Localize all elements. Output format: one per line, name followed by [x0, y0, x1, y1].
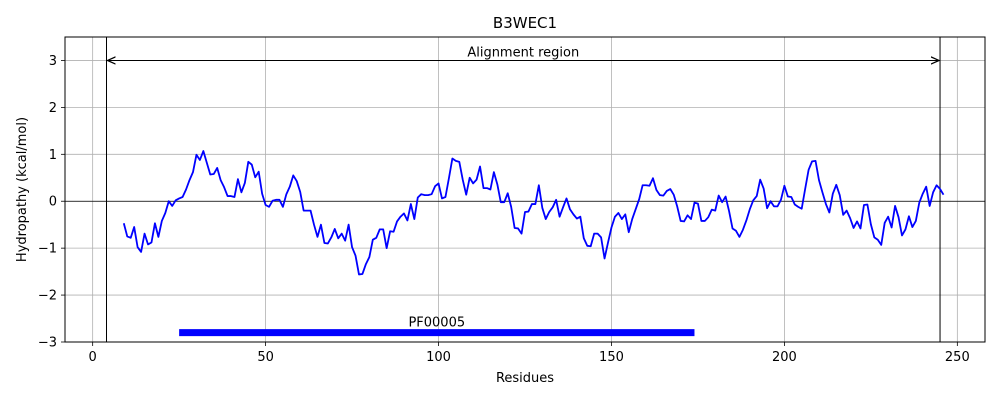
- series-layer: [122, 150, 945, 276]
- x-tick-label: 250: [945, 350, 970, 365]
- x-tick-label: 50: [257, 350, 274, 365]
- annotations: [108, 60, 940, 337]
- plot-frame: [64, 36, 986, 343]
- y-tick-label: −1: [38, 242, 57, 257]
- x-tick-label: 200: [772, 350, 797, 365]
- y-tick-label: −3: [38, 336, 57, 351]
- x-tick-label: 100: [426, 350, 451, 365]
- domain-label: PF00005: [408, 316, 465, 331]
- grid: [65, 37, 985, 343]
- y-axis-label: Hydropathy (kcal/mol): [15, 117, 30, 262]
- y-tick-label: 2: [49, 101, 57, 116]
- hydropathy-line: [122, 150, 945, 276]
- x-tick-label: 0: [89, 350, 97, 365]
- chart-title: B3WEC1: [493, 14, 557, 32]
- alignment-region-label: Alignment region: [467, 45, 579, 60]
- y-tick-label: 0: [49, 195, 57, 210]
- x-axis-label: Residues: [496, 371, 554, 386]
- y-tick-label: −2: [38, 289, 57, 304]
- x-tick-label: 150: [599, 350, 624, 365]
- alignment-boundaries: [106, 37, 941, 342]
- y-tick-label: 3: [49, 54, 57, 69]
- y-tick-label: 1: [49, 148, 57, 163]
- ticks: 0 50 100 150 200 250 −3 −2 −1 0 1 2 3: [38, 54, 970, 365]
